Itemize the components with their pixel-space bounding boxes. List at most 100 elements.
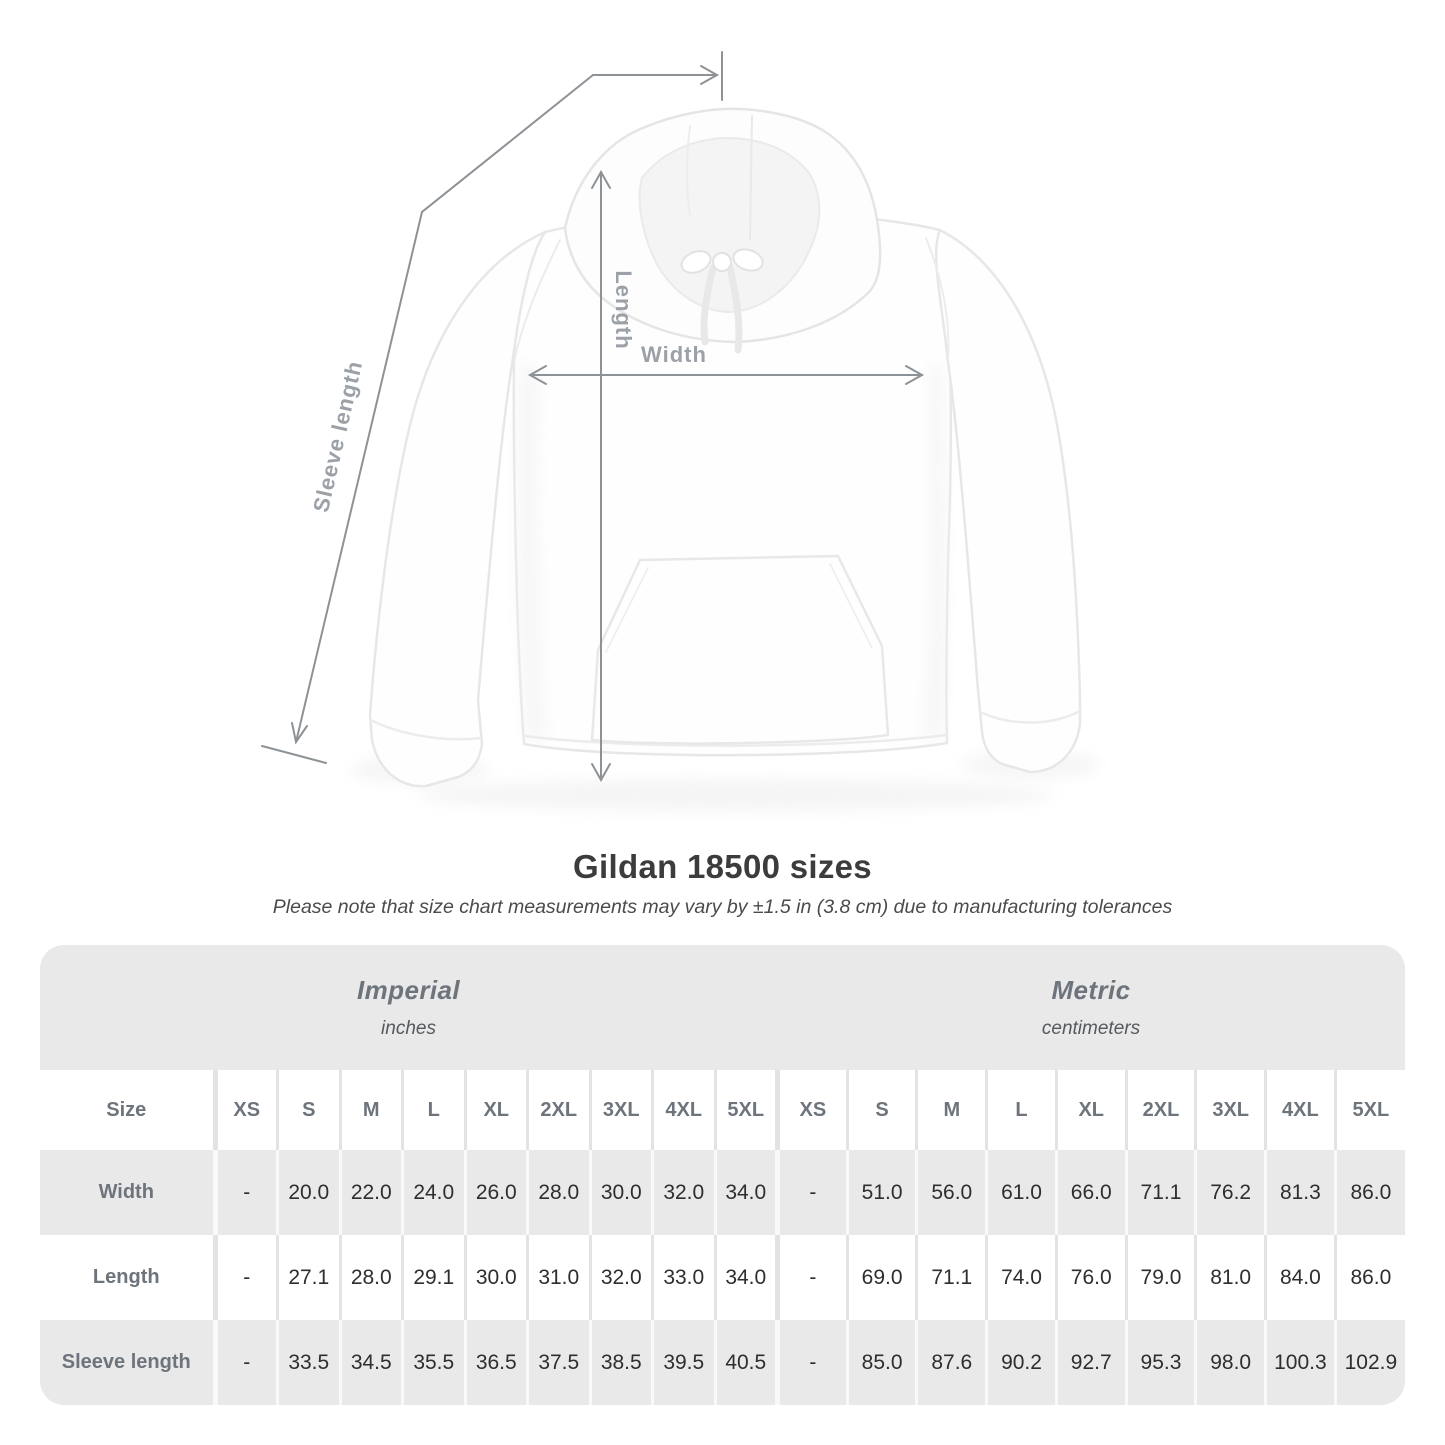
measurement-row-width: Width -20.0 22.0 24.0 26.0 28.0 30.0 32.0 34.0-5… [40,1150,1405,1235]
size-value-cell: 66.0 [1054,1150,1127,1235]
size-value-cell: 29.1 [401,1235,465,1320]
size-value-cell: 33.5 [276,1320,340,1405]
size-value-cell: 38.5 [588,1320,653,1405]
size-values-table: Size XS S M L XL 2XL 3XL 4XL 5XL XS S M L XL 2XL 3XL 4XL… [40,1070,1405,1405]
size-value-cell: 87.6 [915,1320,987,1405]
size-col-header-imperial-2xl: 2XL [526,1070,590,1150]
sleeve-measure-line [261,51,723,764]
size-value-cell: 20.0 [276,1150,340,1235]
size-value-cell: - [212,1235,278,1320]
size-value-cell: 32.0 [588,1235,653,1320]
size-value-cell: 79.0 [1124,1235,1196,1320]
measurement-row-label: Width [98,1181,154,1203]
size-value-cell: - [775,1150,848,1235]
size-value-cell: 30.0 [588,1150,653,1235]
size-value-cell: 28.0 [338,1235,403,1320]
size-value-cell: 34.0 [713,1235,778,1320]
size-value-cell: 85.0 [845,1320,917,1405]
size-value-cell: 69.0 [845,1235,917,1320]
size-value-cell: 26.0 [463,1150,528,1235]
size-col-header-metric-5xl: 5XL [1333,1070,1405,1150]
size-value-cell: 32.0 [651,1150,715,1235]
size-col-header-metric-l: L [985,1070,1057,1150]
length-measure-label: Length [611,270,636,349]
size-value-cell: 98.0 [1194,1320,1266,1405]
sleeve-measure-label: Sleeve length [308,358,367,514]
imperial-group-name: Imperial [357,975,460,1005]
unit-header-band: Imperial inches Metric centimeters [40,945,1405,1070]
hoodie-measurement-diagram: Length Width Sleeve length [261,51,1100,811]
size-table: Imperial inches Metric centimeters Size … [40,945,1405,1405]
size-col-header-imperial-4xl: 4XL [651,1070,715,1150]
size-value-cell: - [775,1235,848,1320]
size-value-cell: 86.0 [1333,1150,1405,1235]
size-value-cell: 28.0 [526,1150,590,1235]
size-col-header-metric-2xl: 2XL [1124,1070,1196,1150]
size-table-body: Width -20.0 22.0 24.0 26.0 28.0 30.0 32.0 34.0-5… [40,1150,1405,1405]
size-value-cell: 30.0 [463,1235,528,1320]
size-value-cell: 24.0 [401,1150,465,1235]
size-col-header-metric-xl: XL [1054,1070,1127,1150]
width-measure-line [527,365,925,385]
size-value-cell: 36.5 [463,1320,528,1405]
size-value-cell: 40.5 [713,1320,778,1405]
tolerance-note: Please note that size chart measurements… [272,896,1173,918]
hoodie-pocket [590,554,890,745]
hoodie-drawstrings [680,248,764,354]
size-col-header-metric-s: S [845,1070,917,1150]
size-value-cell: 51.0 [845,1150,917,1235]
size-value-cell: 81.3 [1264,1150,1336,1235]
size-corner-header: Size [106,1098,147,1121]
size-col-header-imperial-xl: XL [463,1070,528,1150]
size-value-cell: 39.5 [651,1320,715,1405]
hoodie-right-cuff-seam [978,710,1080,724]
size-value-cell: 100.3 [1264,1320,1336,1405]
size-value-cell: - [775,1320,848,1405]
size-value-cell: 76.0 [1054,1235,1127,1320]
size-value-cell: 56.0 [915,1150,987,1235]
size-value-cell: 102.9 [1333,1320,1405,1405]
size-value-cell: 76.2 [1194,1150,1266,1235]
length-measure-line [591,169,611,783]
size-value-cell: 61.0 [985,1150,1057,1235]
size-col-header-metric-xs: XS [775,1070,848,1150]
size-value-cell: - [212,1150,278,1235]
measurement-row-length: Length -27.1 28.0 29.1 30.0 31.0 32.0 33.0 34.0-… [40,1235,1405,1320]
size-value-cell: 90.2 [985,1320,1057,1405]
size-value-cell: 71.1 [915,1235,987,1320]
size-value-cell: 34.5 [338,1320,403,1405]
measurement-row-sleeve-length: Sleeve length -33.5 34.5 35.5 36.5 37.5 38.5 39… [40,1320,1405,1405]
width-measure-label: Width [641,342,707,367]
size-value-cell: 84.0 [1264,1235,1336,1320]
size-value-cell: 86.0 [1333,1235,1405,1320]
size-value-cell: 71.1 [1124,1150,1196,1235]
size-value-cell: 22.0 [338,1150,403,1235]
hoodie-left-sleeve [368,230,547,788]
metric-group-header: Metric centimeters [777,945,1405,1070]
size-header-row: Size XS S M L XL 2XL 3XL 4XL 5XL XS S M L XL 2XL 3XL 4XL… [40,1070,1405,1150]
size-value-cell: 34.0 [713,1150,778,1235]
size-value-cell: 81.0 [1194,1235,1266,1320]
size-value-cell: 31.0 [526,1235,590,1320]
size-value-cell: 35.5 [401,1320,465,1405]
measurement-row-label: Sleeve length [61,1351,191,1373]
measurement-row-label: Length [92,1266,160,1288]
size-col-header-metric-m: M [915,1070,987,1150]
hoodie-hem-band [522,733,949,747]
imperial-group-unit: inches [381,1018,436,1039]
size-col-header-imperial-xs: XS [212,1070,278,1150]
size-value-cell: 27.1 [276,1235,340,1320]
size-col-header-imperial-3xl: 3XL [588,1070,653,1150]
hoodie-right-sleeve [934,228,1082,774]
size-value-cell: 74.0 [985,1235,1057,1320]
size-col-header-metric-3xl: 3XL [1194,1070,1266,1150]
size-col-header-metric-4xl: 4XL [1264,1070,1336,1150]
size-col-header-imperial-m: M [338,1070,403,1150]
metric-group-unit: centimeters [1041,1018,1141,1039]
hoodie-image [368,107,1082,788]
hoodie-left-cuff-seam [369,718,482,741]
size-value-cell: 95.3 [1124,1320,1196,1405]
imperial-group-header: Imperial inches [40,945,777,1070]
size-col-header-imperial-l: L [401,1070,465,1150]
